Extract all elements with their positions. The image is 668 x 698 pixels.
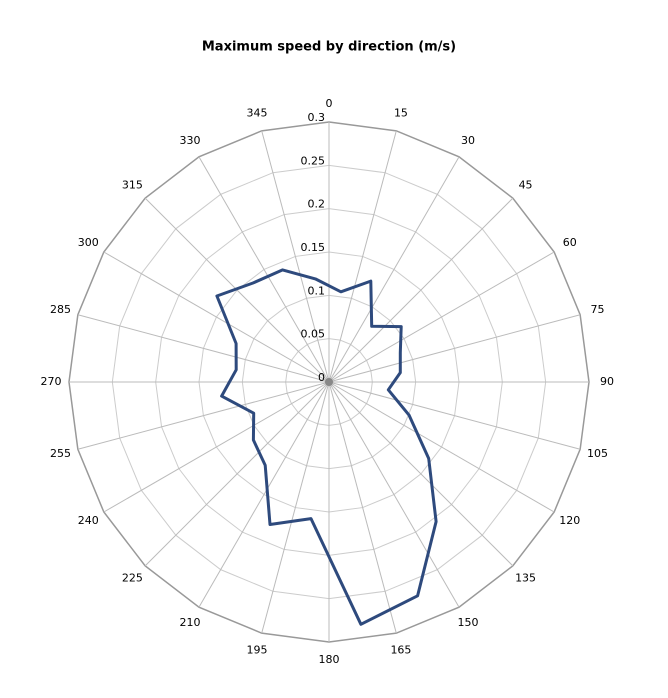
spoke (328, 381, 397, 634)
spoke (328, 251, 555, 383)
angle-label: 285 (50, 303, 71, 316)
spoke (328, 197, 514, 383)
spoke (77, 314, 330, 383)
radial-tick-label: 0 (318, 371, 325, 384)
angle-label: 195 (247, 644, 268, 657)
radial-tick-label: 0.15 (301, 241, 326, 254)
radial-tick-label: 0.2 (308, 198, 326, 211)
angle-label: 345 (247, 106, 268, 119)
angle-label: 165 (390, 644, 411, 657)
angle-label: 270 (41, 375, 62, 388)
angle-label: 0 (326, 97, 333, 110)
spoke (261, 381, 330, 634)
spoke (198, 381, 330, 608)
angle-label: 60 (563, 236, 577, 249)
angle-label: 330 (180, 134, 201, 147)
angle-label: 75 (591, 303, 605, 316)
spoke (328, 130, 397, 383)
angle-label: 255 (50, 447, 71, 460)
angle-label: 105 (587, 447, 608, 460)
angle-label: 90 (600, 375, 614, 388)
angle-label: 180 (319, 653, 340, 666)
spoke (328, 381, 581, 450)
spoke (328, 156, 460, 383)
angle-label: 135 (515, 572, 536, 585)
radial-tick-label: 0.25 (301, 154, 326, 167)
angle-label: 300 (78, 236, 99, 249)
radial-tick-label: 0.3 (308, 111, 326, 124)
spoke (328, 381, 555, 513)
angle-label: 120 (559, 514, 580, 527)
angle-label: 210 (180, 616, 201, 629)
radial-tick-label: 0.05 (301, 328, 326, 341)
spoke (103, 251, 330, 383)
angle-label: 225 (122, 572, 143, 585)
angle-label: 315 (122, 178, 143, 191)
spoke (328, 381, 460, 608)
center-dot (325, 378, 333, 386)
spoke (198, 156, 330, 383)
angle-label: 45 (519, 178, 533, 191)
angle-label: 15 (394, 106, 408, 119)
spoke (103, 381, 330, 513)
chart-title: Maximum speed by direction (m/s) (202, 40, 456, 55)
radial-tick-label: 0.1 (308, 284, 326, 297)
angle-label: 30 (461, 134, 475, 147)
angle-label: 150 (458, 616, 479, 629)
spoke (328, 381, 514, 567)
spoke (144, 381, 330, 567)
spoke (261, 130, 330, 383)
angle-label: 240 (78, 514, 99, 527)
spoke (77, 381, 330, 450)
spoke (328, 314, 581, 383)
data-line (215, 268, 438, 626)
